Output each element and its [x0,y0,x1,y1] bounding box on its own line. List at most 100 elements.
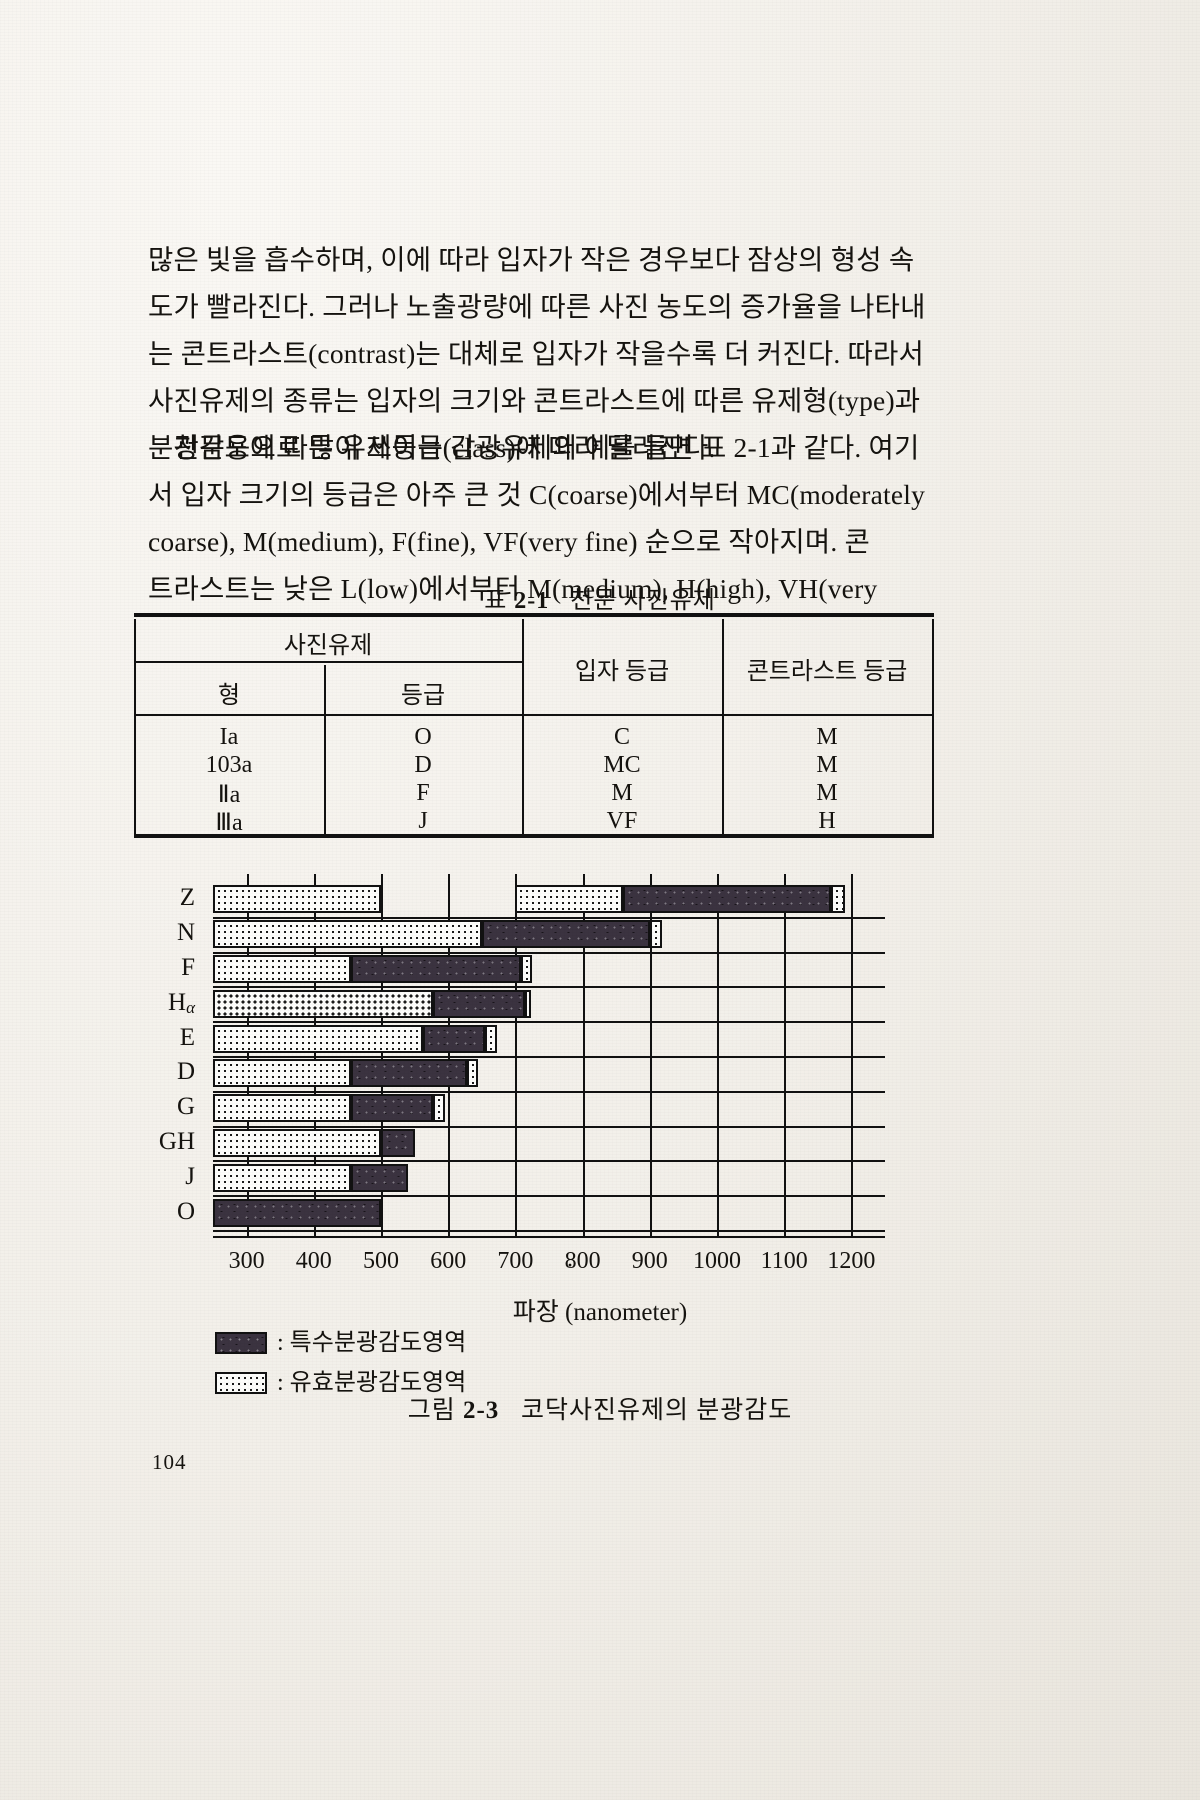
table-bottom-rule [134,834,934,838]
spectral-sensitivity-chart: Z N F Hα E D G GH J O 300 400 500 600 700 800 900 1000 11… [0,860,1200,1330]
paragraph-one-line: 사진유제의 종류는 입자의 크기와 콘트라스트에 따른 유제형(type)과 [148,385,921,416]
chart-x-tick [246,874,249,890]
page-number: 104 [152,1450,187,1474]
chart-bar-segment [213,1094,351,1123]
chart-x-tick [582,874,585,890]
chart-bar-segment [622,885,832,914]
table-divider-grain-contrast [722,619,724,834]
chart-x-tick [448,874,451,890]
chart-row-line [213,1056,885,1058]
legend-label-special: : 특수분광감도영역 [277,1330,467,1356]
chart-x-tick-label: 1000 [693,1248,741,1274]
table-caption-title: 천문 사진유제 [570,588,716,614]
chart-x-tick [649,874,652,890]
chart-row-line [213,1090,885,1093]
paragraph-one-line: 도가 빨라진다. 그러나 노출광량에 따른 사진 농도의 증가율을 나타내 [148,291,926,322]
chart-plot-area [213,874,885,1238]
chart-y-label-h: Hα [168,988,195,1017]
chart-bar-segment [525,989,532,1018]
table-group-underline [134,661,522,663]
chart-bar-segment [485,1024,498,1053]
chart-bar [213,955,885,983]
chart-bar-segment [213,1024,424,1053]
chart-bar-segment [213,1129,381,1157]
chart-bar-segment [213,1198,381,1227]
paragraph-one-line: 많은 빛을 흡수하며, 이에 따라 입자가 작은 경우보다 잠상의 형성 속 [148,244,915,275]
table-top-rule [134,613,934,617]
table-header-class: 등급 [400,683,446,709]
figure-caption-prefix: 그림 [407,1397,456,1424]
chart-gridline [717,888,719,1236]
chart-x-tick-label: 1100 [760,1248,808,1274]
paragraph-two: 천문용으로 많이 쓰이는 감광유제의 예를 들면 표 2-1과 같다. 여기 서… [148,424,938,612]
chart-y-label-n: N [176,919,195,947]
chart-x-tick-label: 1200 [827,1248,876,1274]
chart-row-line [213,1230,885,1232]
chart-bar-segment [831,885,845,914]
table-header-grain: 입자 등급 [574,659,670,685]
chart-x-tick [313,874,316,890]
chart-x-tick-label: 700 [497,1248,534,1274]
chart-gridline [582,888,585,1236]
chart-bar-segment [423,1024,486,1053]
chart-y-label-gh: GH [158,1128,195,1155]
chart-y-label-f: F [181,954,195,981]
chart-x-tick [784,874,787,890]
legend-swatch-special-icon [215,1332,267,1354]
table-caption-number: 2-1 [514,588,550,614]
chart-bar-segment [350,1094,434,1123]
paragraph-one-line: 는 콘트라스트(contrast)는 대체로 입자가 작을수록 더 커진다. 따… [148,338,924,369]
chart-x-tick-label: 900 [631,1248,668,1274]
chart-bar-segment [213,955,351,983]
chart-bar-segment [350,1163,408,1192]
chart-bar-segment [350,1059,467,1088]
chart-bar-segment [433,989,526,1018]
chart-x-tick-label: 600 [430,1248,467,1274]
chart-row-line [213,916,885,919]
chart-y-label-d: D [176,1058,195,1086]
emulsion-table: 사진유제 형 등급 입자 등급 콘트라스트 등급 Ia O C M 103a D… [134,613,934,838]
chart-bar-segment [213,1163,351,1192]
chart-bar [213,1094,885,1123]
paragraph-two-line: 서 입자 크기의 등급은 아주 큰 것 C(coarse)에서부터 MC(mod… [148,479,926,510]
chart-x-tick [515,874,518,890]
table-divider-emulsion-grain [522,619,524,834]
table-row: M [816,752,838,778]
figure-caption-number: 2-3 [462,1397,500,1424]
chart-bar-segment [649,920,662,949]
table-header-contrast: 콘트라스트 등급 [746,659,908,685]
chart-bar-segment [213,920,482,949]
chart-bar [213,1024,885,1053]
paragraph-two-line: 천문용으로 많이 쓰이는 감광유제의 예를 들면 표 2-1과 같다. 여기 [174,432,920,463]
chart-y-label-j: J [185,1162,195,1190]
legend-entry-special: : 특수분광감도영역 [215,1322,466,1357]
chart-row-line [213,951,885,954]
chart-y-label-e: E [179,1023,195,1051]
chart-row-line [213,1021,885,1024]
chart-x-tick [717,874,719,890]
table-row: 103a [205,752,253,778]
table-row: D [414,752,432,778]
chart-x-tick [851,874,854,890]
axis-stray-dot: · [566,1253,574,1279]
chart-row-line [213,986,885,989]
figure-caption: 그림 2-3 코닥사진유제의 분광감도 [0,1390,1200,1426]
chart-gridline [784,888,787,1236]
chart-bar-segment [481,920,650,949]
table-header-type: 형 [217,683,241,709]
paragraph-two-line: 트라스트는 낮은 L(low)에서부터 M(medium), H(high), … [148,573,878,604]
chart-y-label-z: Z [179,884,195,912]
table-row: O [414,724,432,750]
chart-y-label-g: G [176,1093,195,1121]
chart-bar-segment [213,1059,351,1088]
chart-bar [213,1198,885,1227]
legend-swatch-effective-icon [215,1372,267,1394]
chart-x-tick [381,874,383,890]
legend-label-effective: : 유효분광감도영역 [277,1370,467,1396]
chart-baseline [213,1236,885,1238]
table-caption-prefix: 표 [484,588,508,614]
chart-gridline [851,888,854,1236]
table-row: M [816,780,838,806]
chart-x-tick-label: 500 [363,1248,399,1274]
